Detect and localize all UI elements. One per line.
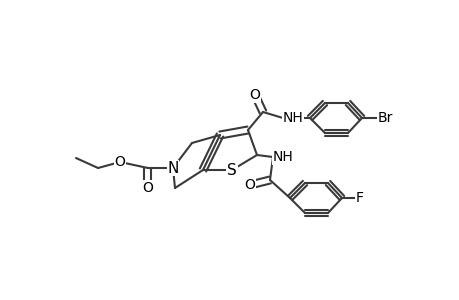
Text: Br: Br (376, 111, 392, 125)
Text: S: S (227, 163, 236, 178)
Text: O: O (142, 181, 153, 195)
Text: O: O (244, 178, 255, 192)
Text: NH: NH (272, 150, 293, 164)
Text: O: O (114, 155, 125, 169)
Text: F: F (355, 191, 363, 205)
Text: O: O (249, 88, 260, 102)
Text: N: N (167, 160, 178, 175)
Text: NH: NH (282, 111, 303, 125)
